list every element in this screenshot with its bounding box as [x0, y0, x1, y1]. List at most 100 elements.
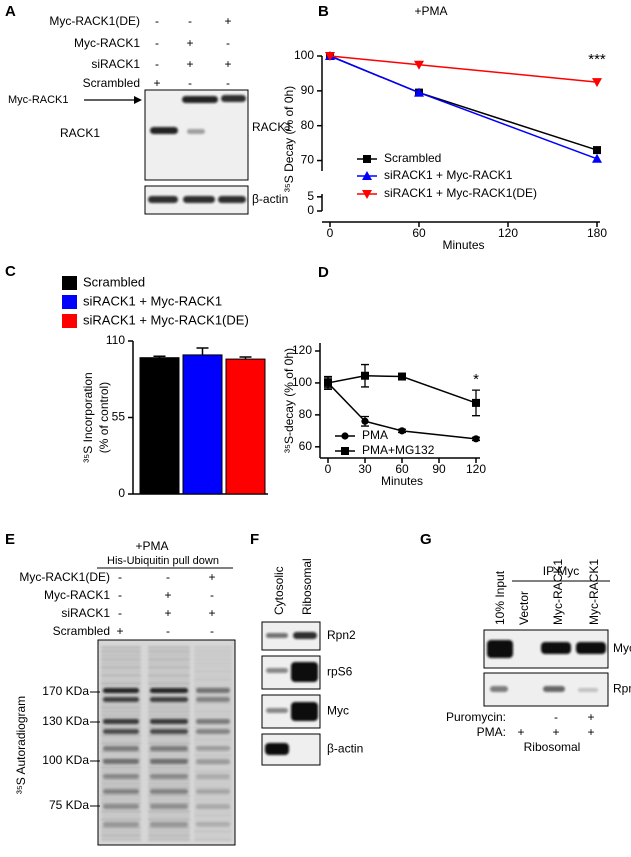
band — [148, 818, 190, 821]
condition-label: Myc-RACK1 — [44, 588, 110, 602]
band — [148, 714, 190, 717]
band — [103, 746, 139, 751]
y-tick-label: 5 — [307, 189, 314, 203]
y-tick-label: 0 — [118, 486, 125, 500]
x-tick-label: 120 — [498, 226, 518, 240]
y-tick-label: 120 — [292, 343, 312, 357]
panel-subtitle: His-Ubiquitin pull down — [107, 555, 219, 567]
band — [101, 666, 141, 669]
footer-label: Ribosomal — [524, 740, 581, 754]
legend-marker — [363, 155, 371, 163]
blot-label: Rpn2 — [327, 628, 356, 642]
band — [265, 743, 289, 755]
band — [194, 742, 232, 745]
band — [194, 646, 232, 649]
band — [148, 814, 190, 817]
band — [148, 710, 190, 713]
band — [194, 754, 232, 757]
band — [182, 96, 218, 103]
band — [194, 702, 232, 705]
band — [103, 729, 139, 734]
condition-sign: + — [164, 588, 171, 602]
point — [592, 78, 602, 88]
condition-sign: + — [208, 606, 215, 620]
condition-sign: - — [155, 14, 159, 28]
blot-label: rpS6 — [327, 665, 353, 679]
condition-label: Puromycin: — [446, 710, 506, 724]
band — [196, 697, 230, 702]
band — [194, 834, 232, 837]
band — [150, 719, 188, 724]
band — [194, 794, 232, 797]
band — [101, 674, 141, 677]
band — [194, 654, 232, 657]
band — [101, 694, 141, 697]
legend-label: siRACK1 + Myc-RACK1(DE) — [83, 312, 249, 327]
x-tick-label: 30 — [358, 462, 372, 476]
condition-sign: - — [210, 624, 214, 638]
band — [194, 658, 232, 661]
condition-sign: + — [517, 725, 524, 739]
arrow-label: Myc-RACK1 — [8, 94, 69, 106]
band — [101, 738, 141, 741]
band — [194, 674, 232, 677]
band — [148, 810, 190, 813]
band — [148, 734, 190, 737]
y-axis-label: ³⁵S-decay (% of 0h) — [282, 348, 296, 453]
legend-marker — [341, 432, 349, 440]
band — [194, 706, 232, 709]
band — [194, 838, 232, 841]
band — [148, 834, 190, 837]
band — [101, 658, 141, 661]
band — [148, 658, 190, 661]
band — [148, 754, 190, 757]
band — [194, 766, 232, 769]
band — [490, 686, 508, 692]
band — [194, 682, 232, 685]
band — [148, 674, 190, 677]
annotation: *** — [588, 51, 606, 68]
band — [148, 830, 190, 833]
band — [194, 666, 232, 669]
band — [150, 804, 188, 809]
band — [148, 766, 190, 769]
x-tick-label: 120 — [466, 462, 486, 476]
blot-ylabel: ³⁵S Autoradiogram — [14, 696, 28, 794]
x-tick-label: 60 — [412, 226, 426, 240]
band — [196, 789, 230, 794]
band — [194, 738, 232, 741]
panel-label: F — [250, 531, 259, 548]
legend-label: siRACK1 + Myc-RACK1 — [83, 293, 222, 308]
band — [194, 670, 232, 673]
panel-title: IP Myc — [543, 564, 579, 578]
condition-label: Scrambled — [83, 76, 140, 90]
band — [148, 670, 190, 673]
y-tick-label: 90 — [301, 83, 315, 97]
condition-label: siRACK1 — [91, 57, 140, 71]
column-label: Myc-RACK1 — [551, 559, 565, 625]
condition-sign: + — [587, 725, 594, 739]
condition-sign: - — [155, 36, 159, 50]
band — [148, 706, 190, 709]
band — [101, 766, 141, 769]
band — [148, 838, 190, 841]
point — [472, 398, 480, 407]
band — [101, 834, 141, 837]
band — [150, 688, 188, 693]
error-bar — [153, 355, 166, 358]
band — [101, 818, 141, 821]
band — [101, 710, 141, 713]
point — [325, 52, 335, 61]
band — [101, 798, 141, 801]
condition-label: Scrambled — [53, 624, 110, 638]
band — [150, 789, 188, 794]
blot — [144, 89, 249, 181]
y-axis-label: ³⁵S Incorporation — [81, 372, 95, 462]
band — [101, 794, 141, 797]
condition-label: Myc-RACK1(DE) — [49, 14, 140, 28]
band — [187, 129, 205, 134]
band — [291, 702, 318, 721]
band — [101, 734, 141, 737]
condition-sign: + — [552, 725, 559, 739]
band — [194, 734, 232, 737]
